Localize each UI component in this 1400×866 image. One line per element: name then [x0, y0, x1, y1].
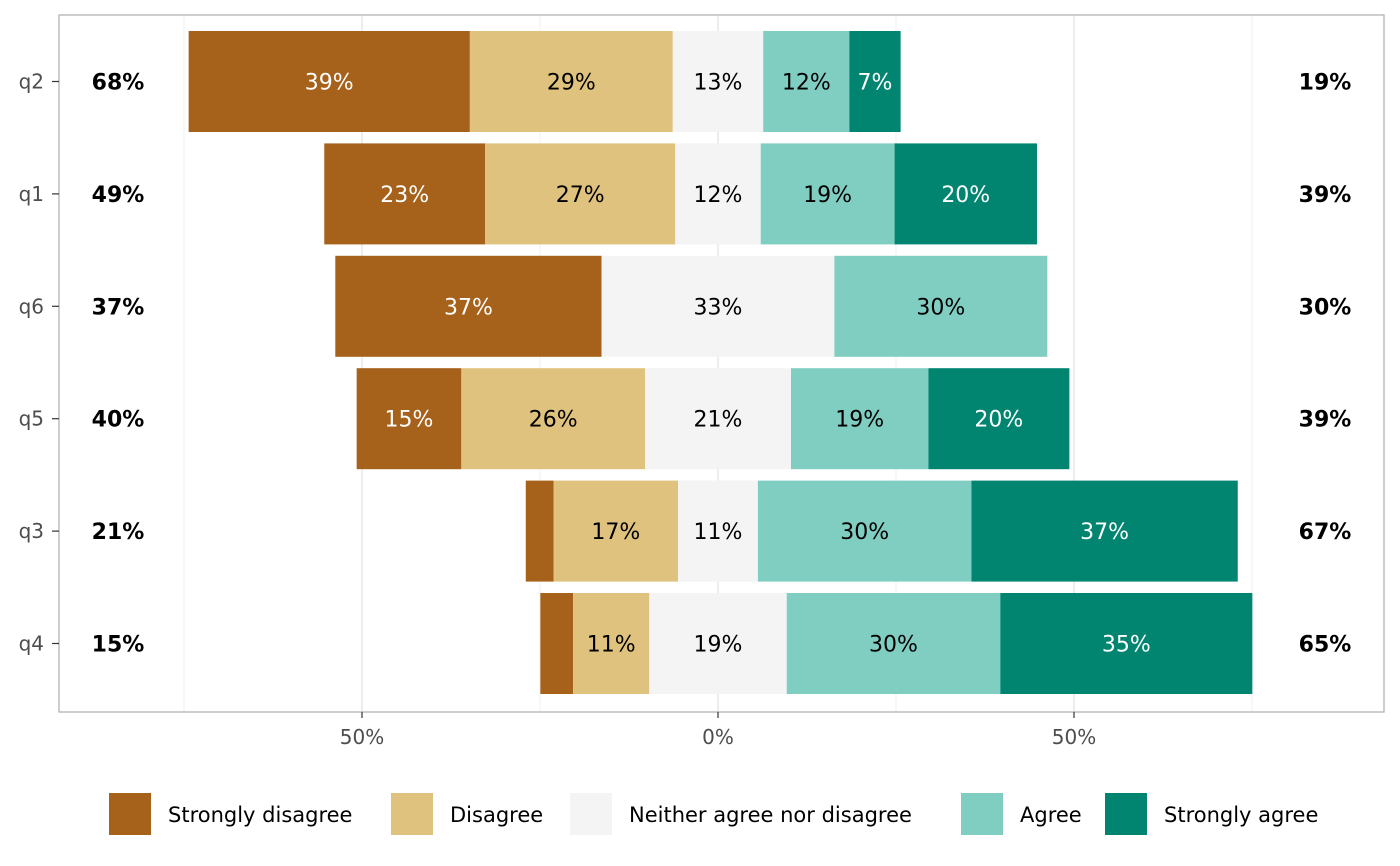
legend-key-4 — [1105, 793, 1147, 835]
bar-value-label: 20% — [941, 183, 990, 208]
right-total-label: 67% — [1299, 520, 1352, 545]
bar-segment-q3-1 — [553, 480, 679, 582]
legend-key-3 — [961, 793, 1003, 835]
x-tick-label: 50% — [1052, 725, 1096, 749]
bar-segment-q2-3 — [763, 31, 850, 132]
bar-value-label: 12% — [694, 183, 743, 208]
left-total-label: 15% — [92, 633, 145, 658]
panel-border — [58, 14, 1385, 713]
bar-segment-q6-0 — [335, 255, 602, 357]
legend-label: Disagree — [450, 803, 543, 827]
bar-segment-q5-2 — [645, 368, 791, 470]
bar-value-label: 26% — [529, 408, 578, 433]
bar-segment-q4-3 — [786, 593, 1001, 694]
bar-value-label: 33% — [694, 295, 743, 320]
legend-label: Agree — [1020, 803, 1082, 827]
legend-key-2 — [570, 793, 612, 835]
bar-value-label: 35% — [1102, 633, 1151, 658]
left-total-label: 37% — [92, 295, 145, 320]
left-total-label: 21% — [92, 520, 145, 545]
bar-segment-q2-1 — [469, 31, 673, 132]
legend-label: Strongly disagree — [168, 803, 352, 827]
bar-segment-q5-4 — [928, 368, 1070, 470]
side-totals: 68% 19% 49% 39% 37% 30% 40% 39% 21% 67% 15% 65% — [92, 71, 1352, 658]
bar-value-label: 20% — [974, 408, 1023, 433]
bar-value-label: 11% — [587, 633, 636, 658]
bar-segment-q2-4 — [849, 31, 901, 132]
bar-segment-q4-2 — [649, 593, 787, 694]
left-total-label: 40% — [92, 408, 145, 433]
bar-segment-q3-4 — [971, 480, 1238, 582]
bar-segment-q4-0 — [540, 593, 574, 694]
left-total-label: 49% — [92, 183, 145, 208]
bar-value-label: 11% — [694, 520, 743, 545]
left-total-label: 68% — [92, 71, 145, 96]
bars: 39% 29% 13% 12% 7% 23% 27% 12% 19% 20% 37% 33% 30% 15… — [188, 31, 1253, 694]
bar-segment-q2-2 — [672, 31, 764, 132]
bar-segment-q2-0 — [188, 31, 470, 132]
bar-value-label: 39% — [305, 71, 354, 96]
bar-value-label: 19% — [803, 183, 852, 208]
x-tick-label: 50% — [340, 725, 384, 749]
bar-segment-q3-3 — [757, 480, 972, 582]
bar-value-label: 21% — [694, 408, 743, 433]
right-total-label: 19% — [1299, 71, 1352, 96]
y-tick-label: q2 — [19, 70, 44, 94]
y-axis: q2 q1 q6 q5 q3 q4 — [19, 70, 59, 656]
bar-value-label: 15% — [385, 408, 434, 433]
bar-segment-q6-2 — [601, 255, 835, 357]
bar-value-label: 13% — [694, 71, 743, 96]
bar-value-label: 17% — [591, 520, 640, 545]
bar-segment-q1-0 — [324, 143, 486, 245]
bar-value-label: 37% — [1080, 520, 1129, 545]
bar-value-label: 19% — [694, 633, 743, 658]
right-total-label: 30% — [1299, 295, 1352, 320]
bar-value-label: 12% — [782, 71, 831, 96]
right-total-label: 39% — [1299, 183, 1352, 208]
bar-segment-q6-3 — [834, 255, 1048, 357]
bar-segment-q5-3 — [790, 368, 929, 470]
x-tick-label: 0% — [702, 725, 734, 749]
legend: Strongly disagree Disagree Neither agree n… — [109, 793, 1318, 835]
legend-key-0 — [109, 793, 151, 835]
bar-segment-q5-0 — [356, 368, 462, 470]
bar-segment-q4-4 — [1000, 593, 1253, 694]
bar-segment-q4-1 — [573, 593, 650, 694]
y-tick-label: q5 — [19, 407, 44, 431]
bar-segment-q1-1 — [485, 143, 676, 245]
x-axis: 50% 0% 50% — [340, 712, 1096, 749]
right-total-label: 39% — [1299, 408, 1352, 433]
bar-value-label: 30% — [869, 633, 918, 658]
bar-value-label: 29% — [547, 71, 596, 96]
y-tick-label: q4 — [19, 632, 44, 656]
bar-value-label: 37% — [444, 295, 493, 320]
right-total-label: 65% — [1299, 633, 1352, 658]
bar-value-label: 30% — [840, 520, 889, 545]
y-tick-label: q1 — [19, 182, 44, 206]
legend-label: Neither agree nor disagree — [629, 803, 912, 827]
bar-segment-q5-1 — [461, 368, 646, 470]
bar-value-label: 30% — [916, 295, 965, 320]
bar-value-label: 19% — [835, 408, 884, 433]
bar-segment-q3-0 — [525, 480, 554, 582]
y-tick-label: q3 — [19, 519, 44, 543]
bar-segment-q1-4 — [894, 143, 1037, 245]
bar-segment-q1-3 — [760, 143, 895, 245]
bar-segment-q3-2 — [678, 480, 758, 582]
legend-key-1 — [391, 793, 433, 835]
bar-value-label: 27% — [556, 183, 605, 208]
bar-segment-q1-2 — [675, 143, 761, 245]
bar-value-label: 23% — [380, 183, 429, 208]
y-tick-label: q6 — [19, 294, 44, 318]
bar-value-label: 7% — [858, 71, 893, 96]
legend-label: Strongly agree — [1164, 803, 1318, 827]
